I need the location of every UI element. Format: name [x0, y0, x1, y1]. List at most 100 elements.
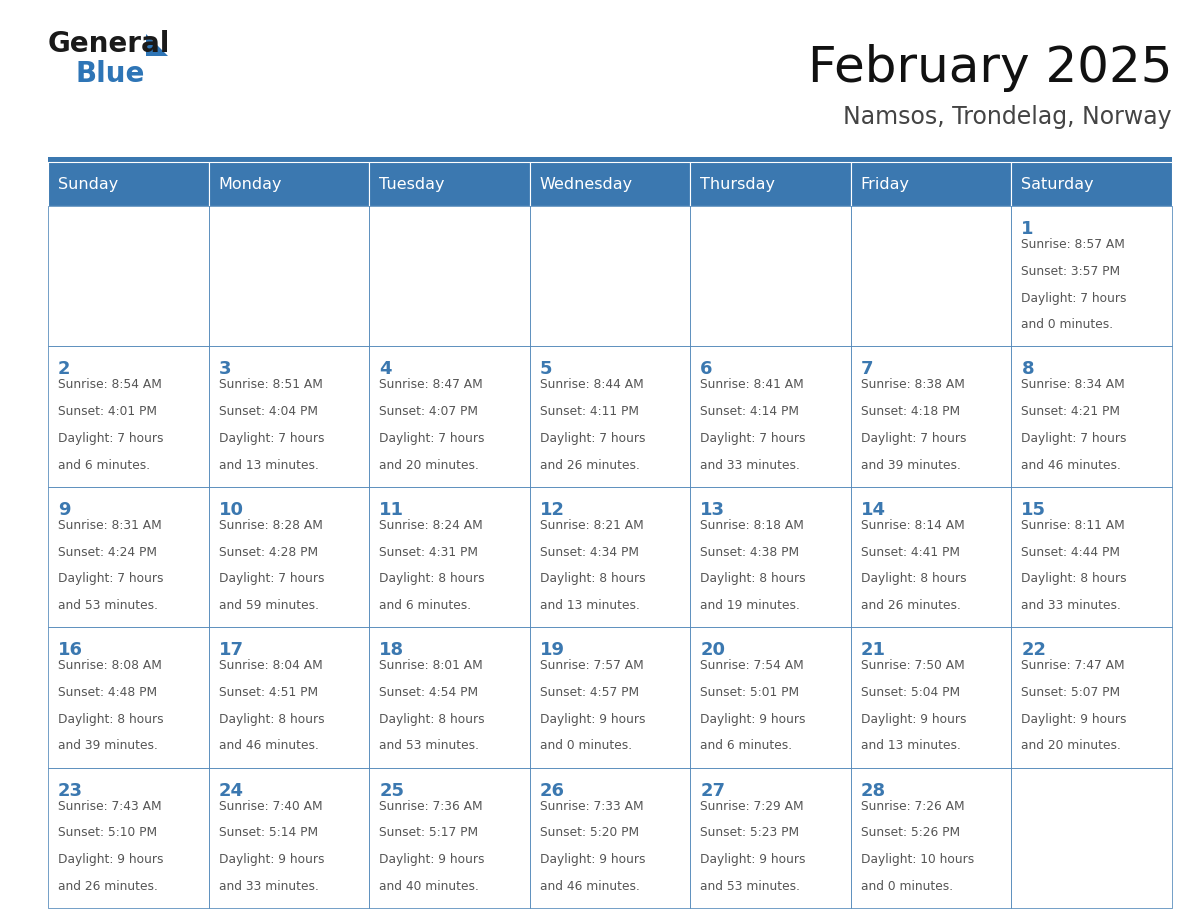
Bar — [209, 346, 369, 487]
Text: Sunset: 4:38 PM: Sunset: 4:38 PM — [700, 545, 800, 558]
Text: 27: 27 — [700, 781, 726, 800]
Text: Sunset: 5:17 PM: Sunset: 5:17 PM — [379, 826, 479, 839]
Bar — [851, 162, 1011, 206]
Bar — [48, 162, 209, 206]
Text: Daylight: 7 hours: Daylight: 7 hours — [861, 431, 966, 445]
Bar — [530, 487, 690, 627]
Text: Sunrise: 7:50 AM: Sunrise: 7:50 AM — [861, 659, 965, 672]
Text: 19: 19 — [539, 641, 564, 659]
Text: Sunrise: 7:57 AM: Sunrise: 7:57 AM — [539, 659, 644, 672]
Text: Sunday: Sunday — [58, 176, 119, 192]
Text: Sunset: 4:11 PM: Sunset: 4:11 PM — [539, 405, 639, 419]
Text: Sunset: 4:14 PM: Sunset: 4:14 PM — [700, 405, 800, 419]
Text: Sunset: 4:28 PM: Sunset: 4:28 PM — [219, 545, 317, 558]
Text: 14: 14 — [861, 501, 886, 519]
Bar — [851, 487, 1011, 627]
Text: and 39 minutes.: and 39 minutes. — [58, 740, 158, 753]
Bar — [369, 767, 530, 908]
Text: and 0 minutes.: and 0 minutes. — [861, 879, 953, 893]
Text: Sunrise: 8:51 AM: Sunrise: 8:51 AM — [219, 378, 322, 391]
Bar — [48, 346, 209, 487]
Bar — [209, 767, 369, 908]
Text: Daylight: 7 hours: Daylight: 7 hours — [219, 431, 324, 445]
Text: Sunset: 5:04 PM: Sunset: 5:04 PM — [861, 686, 960, 699]
Text: Daylight: 7 hours: Daylight: 7 hours — [1022, 292, 1127, 305]
Text: Sunrise: 8:44 AM: Sunrise: 8:44 AM — [539, 378, 644, 391]
Bar — [1011, 162, 1173, 206]
Text: and 19 minutes.: and 19 minutes. — [700, 599, 801, 612]
Text: Sunset: 5:23 PM: Sunset: 5:23 PM — [700, 826, 800, 839]
Text: Sunset: 3:57 PM: Sunset: 3:57 PM — [1022, 264, 1120, 278]
Text: Sunrise: 8:24 AM: Sunrise: 8:24 AM — [379, 519, 482, 532]
Bar — [48, 206, 209, 346]
Text: and 26 minutes.: and 26 minutes. — [539, 459, 639, 472]
Text: Daylight: 9 hours: Daylight: 9 hours — [379, 853, 485, 866]
Text: Sunset: 4:51 PM: Sunset: 4:51 PM — [219, 686, 317, 699]
Bar — [530, 627, 690, 767]
Text: Daylight: 8 hours: Daylight: 8 hours — [379, 712, 485, 726]
Text: Sunrise: 8:11 AM: Sunrise: 8:11 AM — [1022, 519, 1125, 532]
Text: Sunset: 5:20 PM: Sunset: 5:20 PM — [539, 826, 639, 839]
Text: Sunset: 4:31 PM: Sunset: 4:31 PM — [379, 545, 478, 558]
Text: Sunrise: 8:38 AM: Sunrise: 8:38 AM — [861, 378, 965, 391]
Text: Daylight: 9 hours: Daylight: 9 hours — [700, 712, 805, 726]
Text: 4: 4 — [379, 361, 392, 378]
Text: Friday: Friday — [861, 176, 910, 192]
Text: Daylight: 8 hours: Daylight: 8 hours — [539, 572, 645, 586]
Bar — [690, 767, 851, 908]
Text: and 33 minutes.: and 33 minutes. — [700, 459, 801, 472]
Text: Daylight: 7 hours: Daylight: 7 hours — [219, 572, 324, 586]
Text: and 59 minutes.: and 59 minutes. — [219, 599, 318, 612]
Text: Sunset: 4:24 PM: Sunset: 4:24 PM — [58, 545, 157, 558]
Text: and 0 minutes.: and 0 minutes. — [1022, 319, 1113, 331]
Text: and 46 minutes.: and 46 minutes. — [1022, 459, 1121, 472]
Text: 10: 10 — [219, 501, 244, 519]
Bar — [48, 157, 1173, 162]
Text: Sunset: 4:54 PM: Sunset: 4:54 PM — [379, 686, 479, 699]
Text: Sunset: 5:10 PM: Sunset: 5:10 PM — [58, 826, 157, 839]
Text: Sunrise: 8:47 AM: Sunrise: 8:47 AM — [379, 378, 482, 391]
Text: 13: 13 — [700, 501, 726, 519]
Text: Daylight: 9 hours: Daylight: 9 hours — [861, 712, 966, 726]
Bar — [690, 487, 851, 627]
Bar — [530, 206, 690, 346]
Text: Daylight: 7 hours: Daylight: 7 hours — [539, 431, 645, 445]
Bar — [530, 162, 690, 206]
Text: and 20 minutes.: and 20 minutes. — [379, 459, 479, 472]
Bar — [851, 767, 1011, 908]
Text: Sunset: 5:26 PM: Sunset: 5:26 PM — [861, 826, 960, 839]
Text: Sunset: 5:01 PM: Sunset: 5:01 PM — [700, 686, 800, 699]
Text: and 33 minutes.: and 33 minutes. — [219, 879, 318, 893]
Text: and 39 minutes.: and 39 minutes. — [861, 459, 961, 472]
Text: and 53 minutes.: and 53 minutes. — [700, 879, 801, 893]
Text: Sunrise: 8:57 AM: Sunrise: 8:57 AM — [1022, 238, 1125, 251]
Text: Sunrise: 8:18 AM: Sunrise: 8:18 AM — [700, 519, 804, 532]
Text: Sunset: 5:07 PM: Sunset: 5:07 PM — [1022, 686, 1120, 699]
Text: Sunrise: 8:01 AM: Sunrise: 8:01 AM — [379, 659, 482, 672]
Bar — [1011, 487, 1173, 627]
Text: Daylight: 9 hours: Daylight: 9 hours — [539, 712, 645, 726]
Text: 7: 7 — [861, 361, 873, 378]
Text: Monday: Monday — [219, 176, 282, 192]
Text: Wednesday: Wednesday — [539, 176, 633, 192]
Text: Daylight: 8 hours: Daylight: 8 hours — [219, 712, 324, 726]
Text: Sunrise: 7:33 AM: Sunrise: 7:33 AM — [539, 800, 644, 812]
Text: Sunset: 4:57 PM: Sunset: 4:57 PM — [539, 686, 639, 699]
Text: Sunrise: 7:54 AM: Sunrise: 7:54 AM — [700, 659, 804, 672]
Text: Sunset: 4:04 PM: Sunset: 4:04 PM — [219, 405, 317, 419]
Bar — [690, 346, 851, 487]
Text: 2: 2 — [58, 361, 70, 378]
Text: Daylight: 9 hours: Daylight: 9 hours — [58, 853, 164, 866]
Text: Daylight: 7 hours: Daylight: 7 hours — [700, 431, 805, 445]
Text: Daylight: 8 hours: Daylight: 8 hours — [379, 572, 485, 586]
Text: and 0 minutes.: and 0 minutes. — [539, 740, 632, 753]
Text: Sunset: 4:01 PM: Sunset: 4:01 PM — [58, 405, 157, 419]
Text: Daylight: 9 hours: Daylight: 9 hours — [539, 853, 645, 866]
Text: Sunrise: 7:43 AM: Sunrise: 7:43 AM — [58, 800, 162, 812]
Text: Sunrise: 8:08 AM: Sunrise: 8:08 AM — [58, 659, 162, 672]
Text: 18: 18 — [379, 641, 404, 659]
Text: Sunrise: 8:31 AM: Sunrise: 8:31 AM — [58, 519, 162, 532]
Text: Sunset: 5:14 PM: Sunset: 5:14 PM — [219, 826, 317, 839]
Text: 28: 28 — [861, 781, 886, 800]
Polygon shape — [146, 34, 168, 56]
